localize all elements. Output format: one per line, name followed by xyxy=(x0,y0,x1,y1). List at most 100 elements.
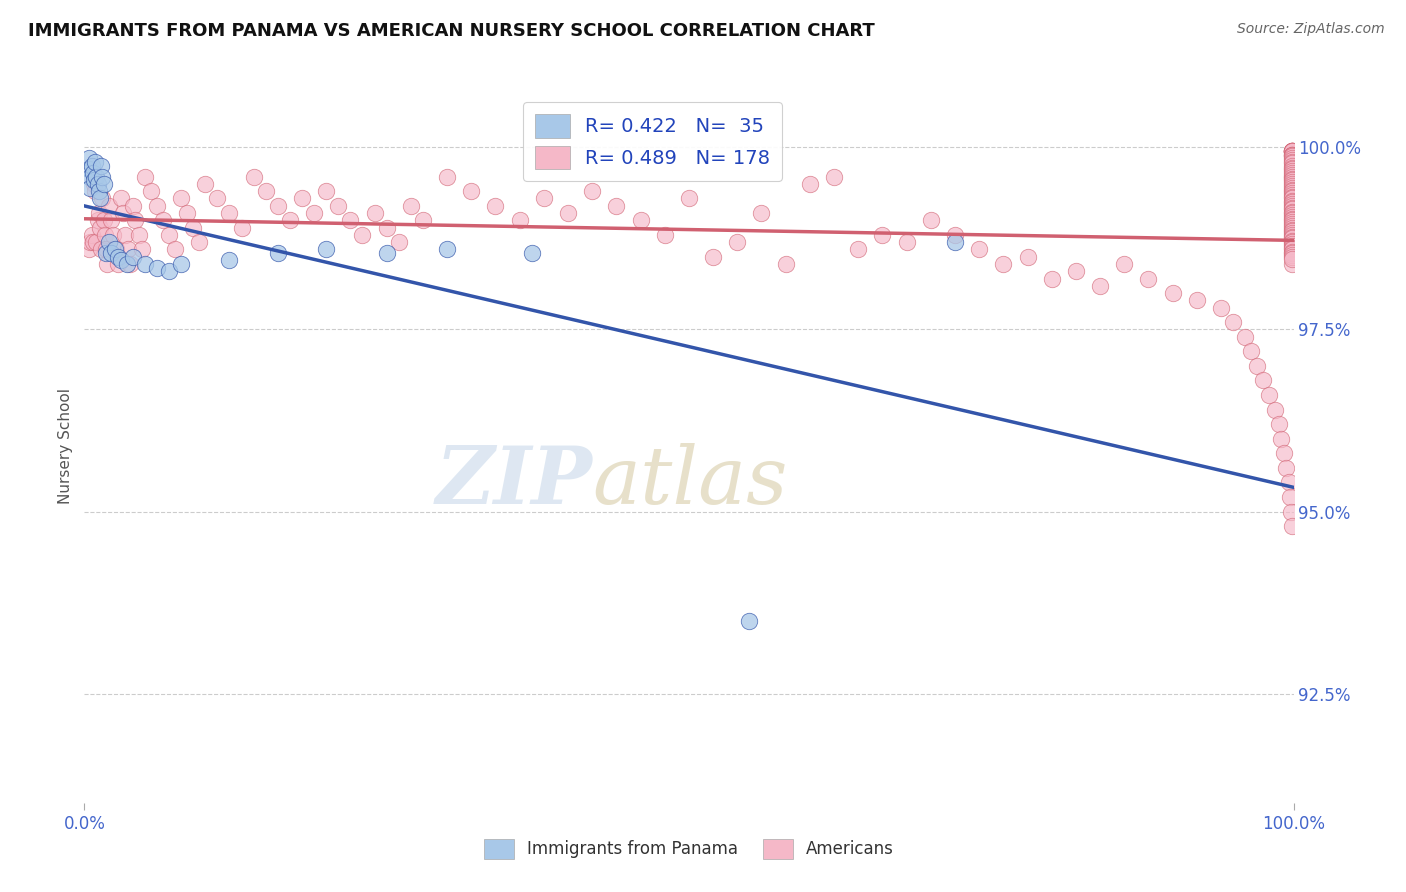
Point xyxy=(1281,153,1303,167)
Point xyxy=(1281,210,1303,224)
Point xyxy=(1281,211,1303,226)
Point xyxy=(1281,187,1303,202)
Point xyxy=(1278,475,1301,490)
Point xyxy=(1161,286,1184,301)
Point xyxy=(1137,271,1160,285)
Point xyxy=(1281,180,1303,194)
Point xyxy=(128,227,150,242)
Point xyxy=(218,253,240,268)
Point xyxy=(302,206,325,220)
Point xyxy=(218,206,240,220)
Point xyxy=(967,243,990,257)
Point xyxy=(77,162,100,177)
Point xyxy=(557,206,579,220)
Point xyxy=(1270,432,1292,446)
Point xyxy=(134,257,156,271)
Point xyxy=(94,246,117,260)
Point xyxy=(157,264,180,278)
Point xyxy=(1209,301,1232,315)
Point xyxy=(84,155,107,169)
Point xyxy=(1088,278,1111,293)
Point xyxy=(1281,194,1303,208)
Point xyxy=(1281,144,1303,158)
Point xyxy=(943,227,966,242)
Point xyxy=(188,235,211,249)
Point xyxy=(1281,169,1303,184)
Point xyxy=(1040,271,1063,285)
Point xyxy=(1281,195,1303,210)
Point xyxy=(896,235,918,249)
Point xyxy=(110,191,132,205)
Point xyxy=(194,177,217,191)
Point xyxy=(1275,460,1298,475)
Point xyxy=(1281,215,1303,229)
Point xyxy=(1281,144,1303,158)
Point xyxy=(1281,155,1303,169)
Point xyxy=(1279,504,1302,518)
Point xyxy=(107,257,129,271)
Point xyxy=(110,253,132,268)
Point xyxy=(1281,179,1303,194)
Point xyxy=(146,199,169,213)
Point xyxy=(352,227,374,242)
Point xyxy=(799,177,821,191)
Point xyxy=(1281,223,1303,237)
Point xyxy=(96,257,118,271)
Point xyxy=(94,227,117,242)
Point xyxy=(1281,159,1303,173)
Point xyxy=(97,199,120,213)
Point xyxy=(90,243,112,257)
Point xyxy=(1281,144,1303,158)
Point xyxy=(678,191,700,205)
Point xyxy=(86,169,108,184)
Point xyxy=(1281,183,1303,197)
Point xyxy=(1281,227,1303,242)
Point xyxy=(1281,177,1303,191)
Point xyxy=(86,213,108,227)
Point xyxy=(1281,161,1303,175)
Point xyxy=(77,243,100,257)
Point xyxy=(751,206,773,220)
Point xyxy=(872,227,894,242)
Point xyxy=(152,213,174,227)
Point xyxy=(1281,239,1303,253)
Point xyxy=(1281,248,1303,262)
Point xyxy=(823,169,845,184)
Point xyxy=(533,191,555,205)
Point xyxy=(702,250,724,264)
Point xyxy=(315,184,337,198)
Point xyxy=(100,213,122,227)
Point xyxy=(139,184,162,198)
Point xyxy=(93,213,115,227)
Point xyxy=(1281,197,1303,211)
Point xyxy=(115,257,138,271)
Point xyxy=(1268,417,1291,432)
Point xyxy=(90,159,112,173)
Point xyxy=(1281,166,1303,180)
Point xyxy=(254,184,277,198)
Point xyxy=(1281,191,1303,205)
Point xyxy=(1281,235,1303,249)
Point xyxy=(1281,231,1303,245)
Point xyxy=(1246,359,1268,373)
Point xyxy=(1281,204,1303,219)
Point xyxy=(1281,246,1303,260)
Point xyxy=(1281,144,1303,158)
Point xyxy=(112,206,135,220)
Point xyxy=(278,213,301,227)
Point xyxy=(1281,257,1303,271)
Point xyxy=(89,191,111,205)
Point xyxy=(654,227,676,242)
Point xyxy=(1281,184,1303,198)
Point xyxy=(86,235,108,249)
Point xyxy=(520,246,543,260)
Point xyxy=(267,246,290,260)
Point xyxy=(509,213,531,227)
Point xyxy=(131,243,153,257)
Point xyxy=(242,169,264,184)
Point xyxy=(846,243,869,257)
Point xyxy=(1017,250,1039,264)
Point xyxy=(1064,264,1087,278)
Point xyxy=(1281,175,1303,189)
Y-axis label: Nursery School: Nursery School xyxy=(58,388,73,504)
